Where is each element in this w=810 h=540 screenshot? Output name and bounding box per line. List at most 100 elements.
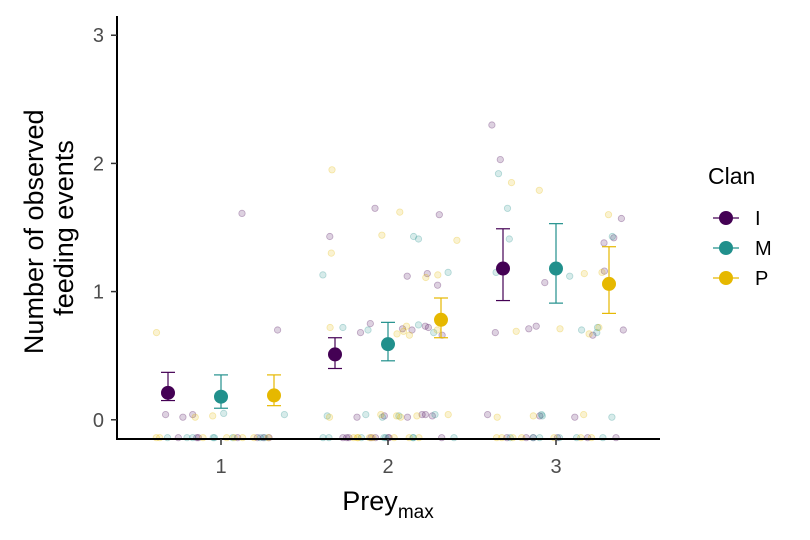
raw-data-point [571, 413, 579, 421]
raw-data-point [541, 278, 549, 287]
raw-data-point [413, 412, 421, 420]
x-tick-label: 1 [215, 456, 226, 478]
raw-data-point [402, 322, 411, 330]
raw-data-point [512, 327, 520, 335]
raw-data-point [493, 413, 501, 421]
raw-data-point [538, 412, 546, 420]
raw-data-point [593, 323, 602, 332]
raw-data-point [577, 326, 586, 334]
raw-data-point [491, 328, 499, 337]
raw-data-point [393, 330, 401, 338]
raw-data-point [610, 234, 618, 242]
raw-data-point [327, 249, 335, 257]
raw-data-point [595, 323, 603, 332]
raw-data-point [444, 410, 452, 419]
legend-title: Clan [708, 163, 755, 189]
x-axis-ticks: 1 2 3 [215, 439, 562, 478]
raw-data-point [507, 179, 516, 187]
raw-data-point [414, 321, 423, 329]
y-axis-ticks: 0 1 2 3 [93, 25, 117, 432]
raw-data-point [433, 281, 442, 289]
raw-data-point [209, 412, 217, 420]
y-axis-title-line-2: feeding events [49, 140, 79, 316]
raw-data-point [409, 232, 418, 241]
y-tick-label: 0 [93, 410, 104, 432]
raw-data-point [362, 410, 370, 419]
raw-data-point [405, 331, 413, 339]
raw-data-point [585, 330, 593, 338]
raw-data-point [414, 235, 423, 243]
y-tick-label: 2 [93, 153, 104, 175]
y-tick-label: 1 [93, 282, 104, 304]
error-bars-layer [161, 223, 616, 409]
raw-data-point [273, 326, 282, 334]
mean-point [496, 261, 510, 276]
mean-point [549, 261, 563, 276]
raw-data-point [326, 232, 334, 241]
raw-data-point [580, 410, 588, 419]
raw-data-point [220, 409, 228, 417]
legend-label: M [755, 238, 772, 260]
raw-data-point [380, 412, 388, 420]
raw-data-point [378, 413, 386, 421]
raw-data-point [408, 326, 416, 334]
raw-data-point [600, 239, 608, 247]
raw-data-point [529, 412, 537, 420]
raw-data-point [326, 323, 334, 332]
raw-data-point [323, 412, 331, 420]
raw-data-point [453, 236, 461, 244]
raw-data-point [392, 412, 401, 420]
raw-data-point [191, 413, 199, 421]
legend-key-point [719, 211, 733, 225]
raw-data-point [152, 328, 161, 337]
mean-point [602, 276, 616, 291]
raw-data-point [556, 325, 564, 333]
raw-data-point [162, 410, 170, 419]
x-axis-title: Preymax [342, 486, 434, 523]
raw-data-point [422, 273, 430, 282]
mean-point [434, 312, 448, 327]
raw-data-point [430, 328, 438, 337]
raw-data-point [395, 412, 403, 420]
raw-data-point [424, 323, 432, 332]
raw-data-point [435, 211, 443, 219]
raw-data-point [418, 410, 426, 419]
legend-label: P [755, 268, 768, 290]
raw-data-point [280, 410, 288, 419]
mean-point [381, 337, 395, 352]
raw-data-point [505, 235, 513, 243]
raw-data-point [398, 325, 407, 333]
raw-data-point [496, 156, 504, 164]
raw-data-point [403, 413, 412, 421]
raw-data-point [532, 322, 540, 330]
raw-data-point [434, 271, 442, 279]
raw-data-point [494, 170, 503, 178]
raw-data-point [593, 328, 601, 337]
raw-data-point [537, 410, 546, 419]
y-axis-title: Number of observed feeding events [19, 102, 79, 354]
raw-data-point [608, 232, 616, 241]
raw-data-point [535, 186, 543, 194]
raw-data-point [619, 326, 627, 334]
y-axis-title-line-1: Number of observed [19, 109, 49, 354]
raw-data-point [483, 410, 492, 419]
raw-data-point [580, 269, 588, 278]
x-tick-label: 2 [382, 456, 393, 478]
x-axis-title-subscript: max [398, 502, 434, 523]
raw-data-point [433, 326, 441, 334]
raw-data-point [179, 413, 187, 421]
x-axis-title-main: Prey [342, 486, 398, 516]
raw-data-point [598, 268, 606, 276]
legend: Clan IMP [708, 163, 772, 290]
raw-data-point [600, 267, 609, 275]
raw-data-point [189, 410, 197, 419]
legend-key-point [719, 241, 733, 255]
raw-points-layer [152, 121, 627, 442]
raw-data-point [566, 272, 574, 280]
x-tick-label: 3 [550, 456, 561, 478]
raw-data-point [328, 166, 336, 174]
raw-data-point [488, 121, 496, 129]
raw-data-point [366, 319, 374, 328]
mean-point [328, 347, 342, 362]
